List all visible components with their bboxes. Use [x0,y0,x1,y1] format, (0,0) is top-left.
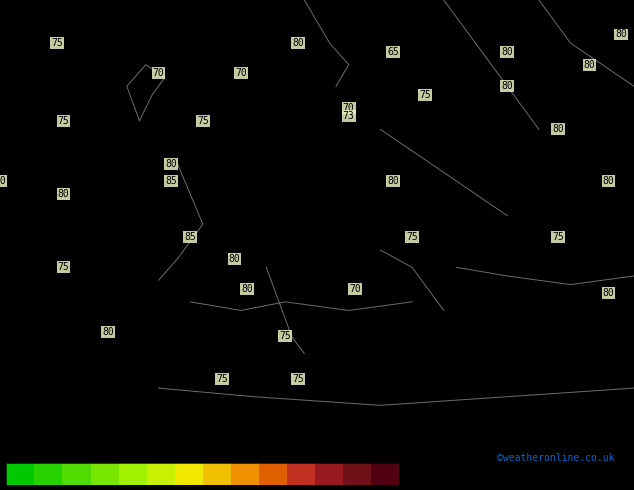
Text: 80: 80 [102,327,113,337]
Text: 6: 6 [122,488,127,490]
Text: Height/Temp. 925 hPa mean+σ [gpdm] ECMWF: Height/Temp. 925 hPa mean+σ [gpdm] ECMWF [6,438,256,448]
Text: 14: 14 [276,488,287,490]
FancyBboxPatch shape [287,463,315,485]
Text: 65: 65 [387,47,399,57]
FancyBboxPatch shape [343,463,372,485]
FancyBboxPatch shape [315,463,343,485]
Text: 75: 75 [51,38,63,48]
Text: 80: 80 [0,176,6,186]
Text: 70: 70 [153,68,164,78]
Text: 80: 80 [229,254,240,264]
FancyBboxPatch shape [119,463,146,485]
Text: 80: 80 [242,284,253,294]
Text: ©weatheronline.co.uk: ©weatheronline.co.uk [498,453,615,463]
Text: 70: 70 [349,284,361,294]
Text: 80: 80 [165,159,177,169]
FancyBboxPatch shape [34,463,63,485]
FancyBboxPatch shape [91,463,119,485]
Text: 0: 0 [4,488,9,490]
Text: 75: 75 [406,232,418,242]
Text: 20: 20 [394,488,404,490]
Text: 75: 75 [58,116,69,126]
Text: 70: 70 [343,103,354,113]
Text: 80: 80 [584,60,595,70]
Text: 85: 85 [165,176,177,186]
Text: 80: 80 [501,47,513,57]
Text: Th 30-05-2024 18:00 UTC (06+12): Th 30-05-2024 18:00 UTC (06+12) [393,438,587,448]
Text: 75: 75 [292,374,304,385]
Text: 80: 80 [552,124,564,134]
Text: 85: 85 [184,232,196,242]
FancyBboxPatch shape [175,463,203,485]
Text: 18: 18 [355,488,365,490]
Text: 75: 75 [197,116,209,126]
Text: 12: 12 [237,488,247,490]
Text: 80: 80 [603,288,614,298]
Text: 80: 80 [616,29,627,40]
FancyBboxPatch shape [63,463,91,485]
Text: 16: 16 [316,488,326,490]
Text: 80: 80 [603,176,614,186]
FancyBboxPatch shape [146,463,175,485]
Text: 80: 80 [387,176,399,186]
Text: 75: 75 [216,374,228,385]
Text: 75: 75 [280,331,291,342]
FancyBboxPatch shape [372,463,399,485]
Text: 8: 8 [161,488,166,490]
Text: 75: 75 [552,232,564,242]
Text: 4: 4 [82,488,87,490]
Text: 75: 75 [58,262,69,272]
Text: 75: 75 [419,90,430,100]
FancyBboxPatch shape [259,463,287,485]
Text: 80: 80 [292,38,304,48]
Text: 73: 73 [343,111,354,122]
Text: 70: 70 [235,68,247,78]
Text: 2: 2 [43,488,48,490]
Text: 80: 80 [501,81,513,91]
FancyBboxPatch shape [6,463,34,485]
Text: 80: 80 [58,189,69,199]
Text: 10: 10 [198,488,208,490]
FancyBboxPatch shape [203,463,231,485]
FancyBboxPatch shape [231,463,259,485]
